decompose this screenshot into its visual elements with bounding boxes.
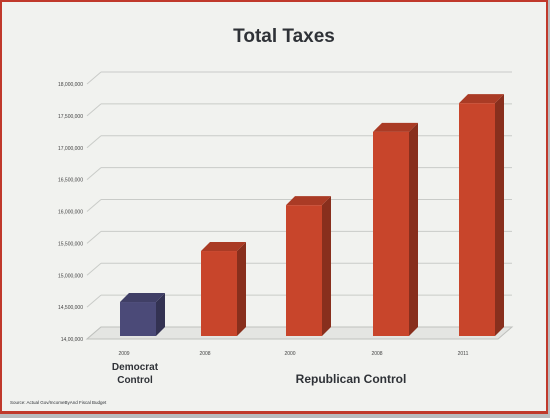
bar-side bbox=[322, 196, 331, 336]
y-tick-label: 16,500,000 bbox=[58, 178, 83, 184]
bar-4 bbox=[373, 122, 418, 336]
bar-top bbox=[373, 122, 418, 132]
x-axis-ticks: 2009 2008 2000 2008 2011 bbox=[118, 351, 468, 357]
gridline bbox=[86, 230, 102, 244]
y-tick-label: 16,000,000 bbox=[58, 210, 83, 216]
y-tick-label: 17,500,000 bbox=[58, 114, 83, 120]
bar-1 bbox=[120, 293, 165, 336]
gridline bbox=[86, 103, 102, 117]
bar-5 bbox=[459, 94, 504, 336]
bar-3 bbox=[286, 196, 331, 336]
bar-front bbox=[120, 302, 156, 336]
bar-front bbox=[373, 131, 409, 336]
y-tick-label: 17,000,000 bbox=[58, 146, 83, 152]
y-tick-label: 15,500,000 bbox=[58, 241, 83, 247]
gridline bbox=[86, 199, 102, 212]
x-tick-label: 2008 bbox=[371, 351, 382, 357]
gridline bbox=[86, 262, 102, 276]
chart-title: Total Taxes bbox=[233, 26, 335, 47]
y-tick-label: 18,000,000 bbox=[58, 82, 83, 88]
bar-top bbox=[286, 196, 331, 206]
y-axis-ticks: 14,00,000 14,500,000 15,000,000 15,500,000 1… bbox=[58, 82, 83, 343]
bar-side bbox=[156, 293, 165, 336]
y-tick-label: 15,000,000 bbox=[58, 273, 83, 279]
bar-front bbox=[459, 103, 495, 336]
x-tick-label: 2009 bbox=[118, 351, 129, 357]
x-tick-label: 2000 bbox=[284, 351, 295, 357]
bar-side bbox=[237, 242, 246, 336]
bar-layer bbox=[120, 94, 504, 336]
group-label-democrat-line1: Democrat bbox=[112, 362, 159, 373]
bar-top bbox=[201, 242, 246, 252]
gridline bbox=[86, 135, 102, 149]
group-label-republican: Republican Control bbox=[296, 372, 407, 386]
bar-side bbox=[409, 122, 418, 336]
x-tick-label: 2008 bbox=[199, 351, 210, 357]
group-label-democrat-line2: Control bbox=[117, 375, 153, 386]
y-tick-label: 14,500,000 bbox=[58, 305, 83, 311]
bar-top bbox=[120, 293, 165, 303]
bar-top bbox=[459, 94, 504, 104]
bar-2 bbox=[201, 242, 246, 336]
gridline bbox=[86, 167, 102, 181]
y-tick-label: 14,00,000 bbox=[61, 337, 83, 343]
bar-side bbox=[495, 94, 504, 336]
bar-front bbox=[201, 251, 237, 336]
x-tick-label: 2011 bbox=[458, 351, 469, 357]
gridline bbox=[86, 71, 102, 85]
total-taxes-chart: Total Taxes 14,00,000 14,500,000 15,000,00… bbox=[10, 26, 514, 405]
source-note: Source: Actual Gov/IncomeByAnd Fiscal Bu… bbox=[10, 400, 107, 405]
bar-front bbox=[286, 205, 322, 336]
gridline bbox=[86, 294, 102, 308]
